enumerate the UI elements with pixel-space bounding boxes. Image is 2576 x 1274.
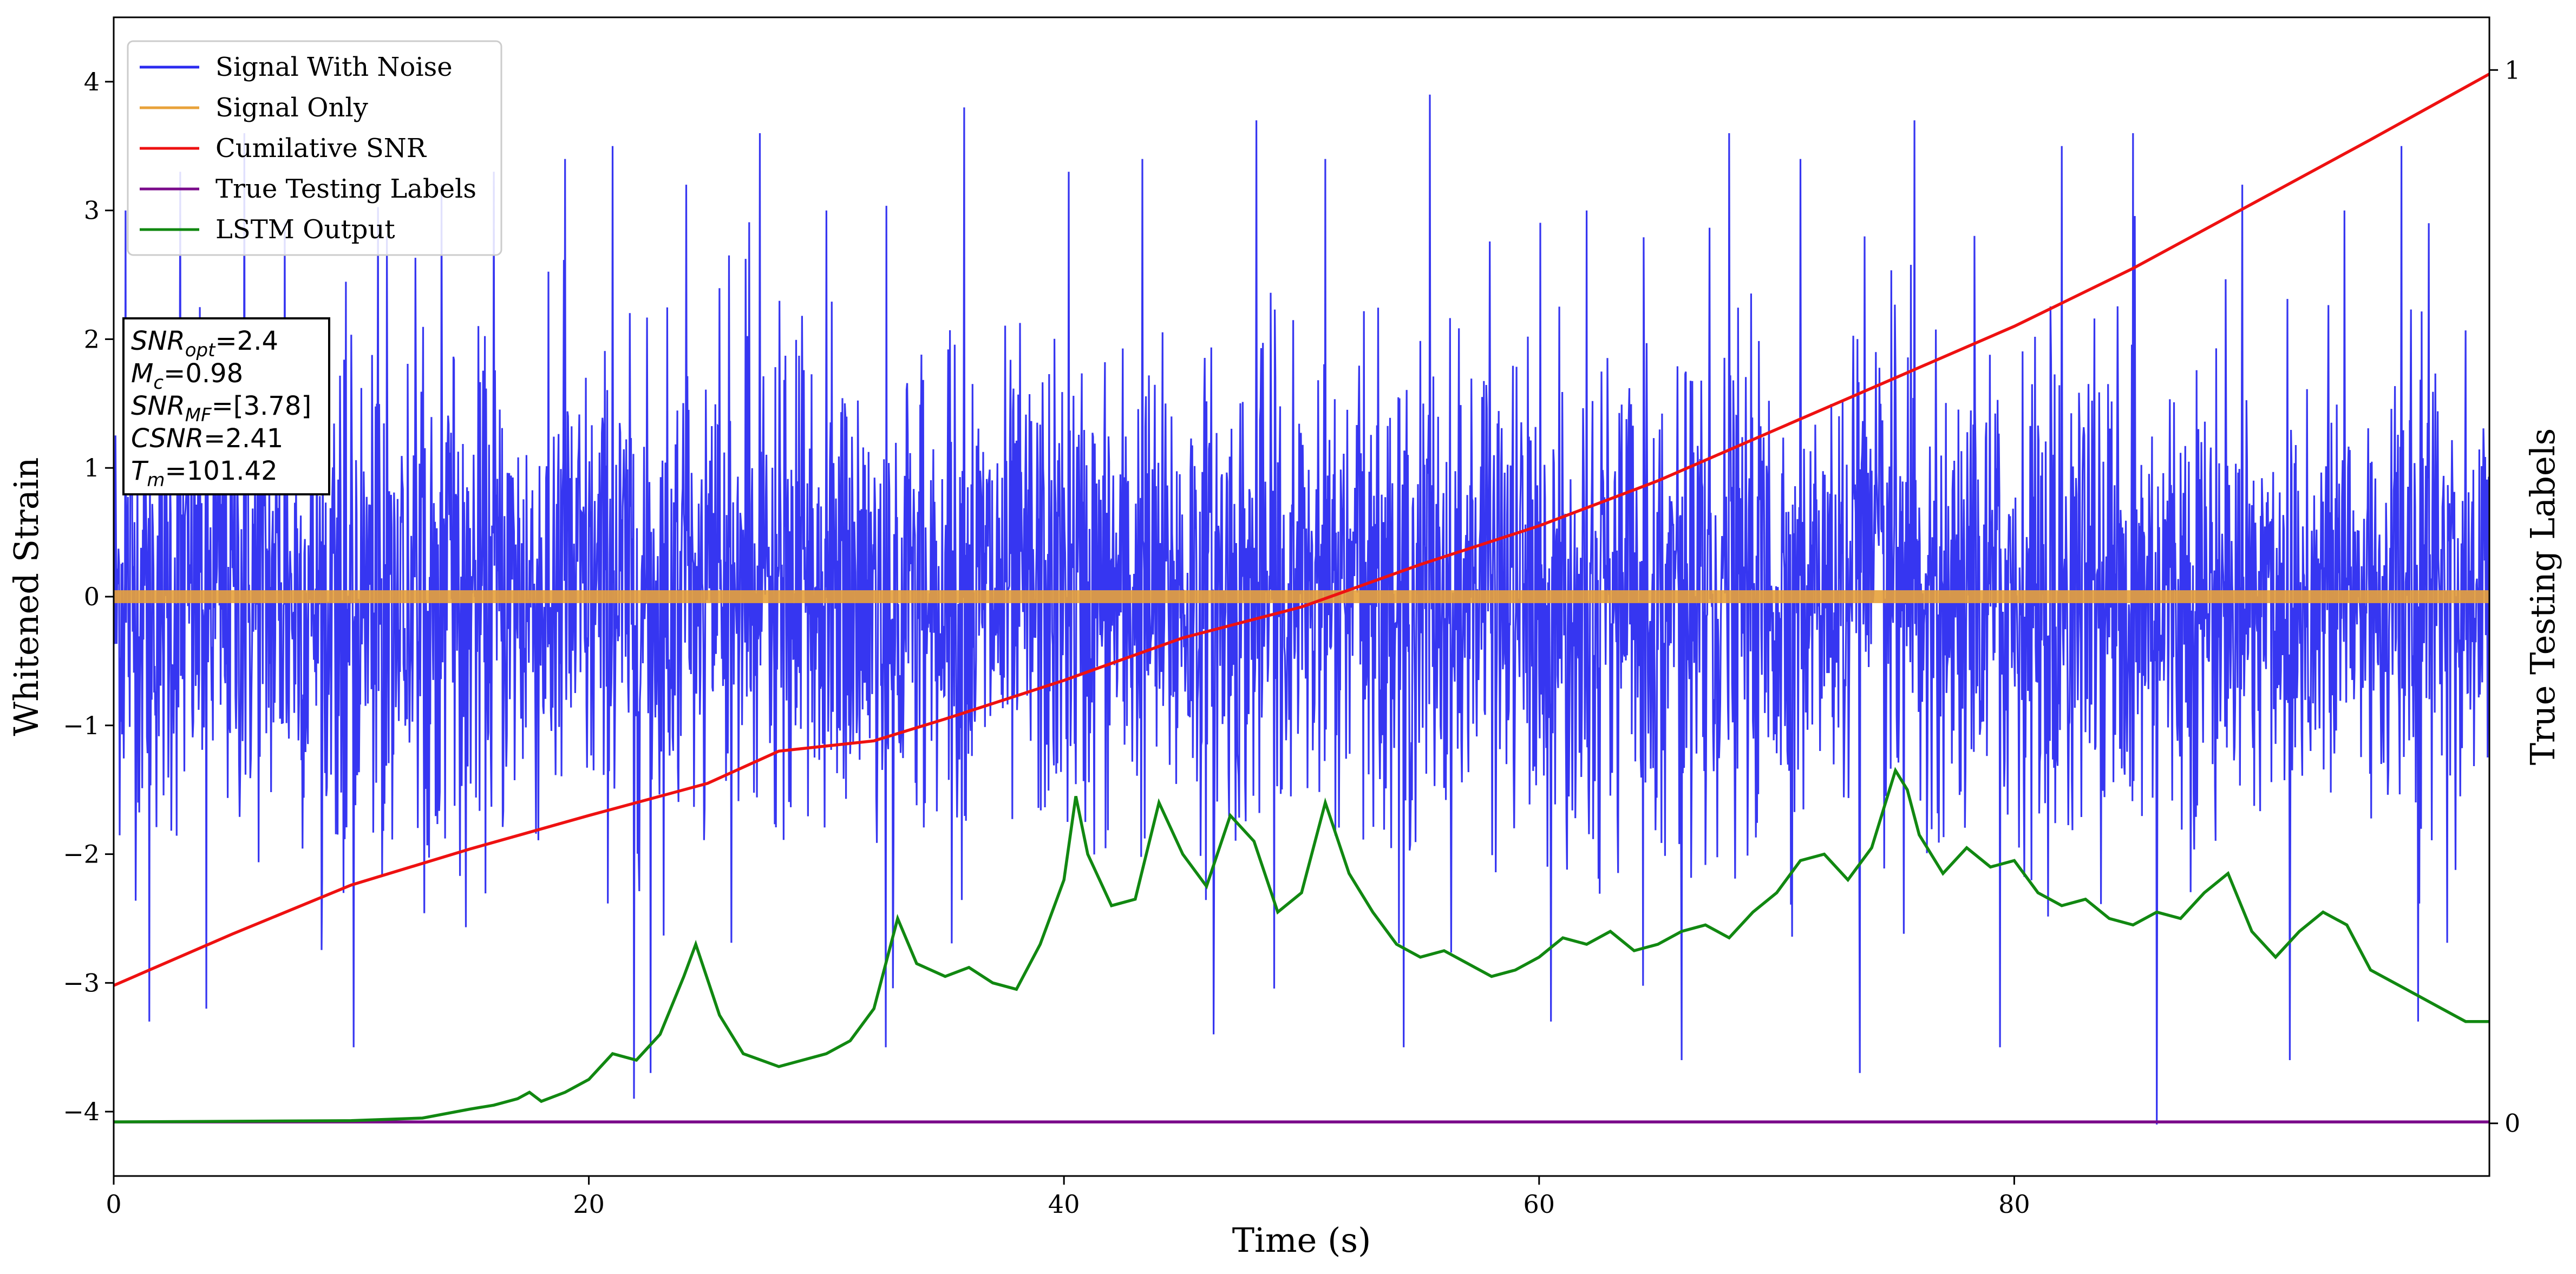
y-left-tick-label: 4 (84, 67, 100, 96)
y-left-tick-label: 1 (84, 453, 100, 482)
legend: Signal With Noise Signal Only Cumilative S… (127, 40, 502, 256)
x-tick-label: 0 (106, 1190, 121, 1219)
x-tick-label: 60 (1524, 1190, 1555, 1219)
x-axis-title: Time (s) (1232, 1220, 1371, 1260)
legend-label: LSTM Output (215, 214, 395, 245)
series-signal-with-noise (114, 94, 2489, 1125)
y-left-tick-label: −2 (63, 840, 100, 869)
y-left-tick-label: −4 (63, 1097, 100, 1126)
legend-label: True Testing Labels (215, 174, 476, 204)
y-left-tick-label: 2 (84, 324, 100, 354)
legend-box (127, 40, 502, 256)
info-row: SNRopt=2.4 (131, 326, 278, 361)
series-cumulative-snr (114, 73, 2489, 987)
y-axis-right-title: True Testing Labels (2523, 428, 2562, 766)
info-row: Tm=101.42 (131, 456, 278, 491)
y-left-tick-label: 3 (84, 196, 100, 225)
series-lstm-output (114, 767, 2489, 1123)
y-axis-right: 01 (2489, 55, 2520, 1138)
y-axis-left-title: Whitened Strain (6, 458, 46, 736)
x-tick-label: 20 (573, 1190, 605, 1219)
legend-label: Signal With Noise (215, 52, 453, 82)
info-row: CSNR=2.41 (131, 423, 283, 454)
x-axis: 0 20 40 60 80 (106, 1176, 2030, 1219)
y-right-tick-label: 0 (2505, 1109, 2520, 1138)
info-row: SNRMF=[3.78] (131, 391, 311, 426)
series-signal-only (114, 590, 2489, 603)
info-row: Mc=0.98 (131, 358, 243, 394)
info-box-frame (122, 317, 330, 495)
plot-area (114, 73, 2489, 1125)
y-left-tick-label: −3 (63, 968, 100, 997)
legend-label: Cumilative SNR (215, 133, 427, 164)
y-left-tick-label: −1 (63, 711, 100, 740)
legend-label: Signal Only (215, 93, 368, 123)
y-axis-left: −4 −3 −2 −1 0 1 2 3 4 (63, 67, 114, 1126)
info-box: SNRopt=2.4Mc=0.98SNRMF=[3.78]CSNR=2.41Tm… (122, 317, 330, 495)
y-right-tick-label: 1 (2505, 55, 2520, 84)
x-tick-label: 40 (1048, 1190, 1080, 1219)
y-left-tick-label: 0 (84, 582, 100, 611)
x-tick-label: 80 (1998, 1190, 2030, 1219)
